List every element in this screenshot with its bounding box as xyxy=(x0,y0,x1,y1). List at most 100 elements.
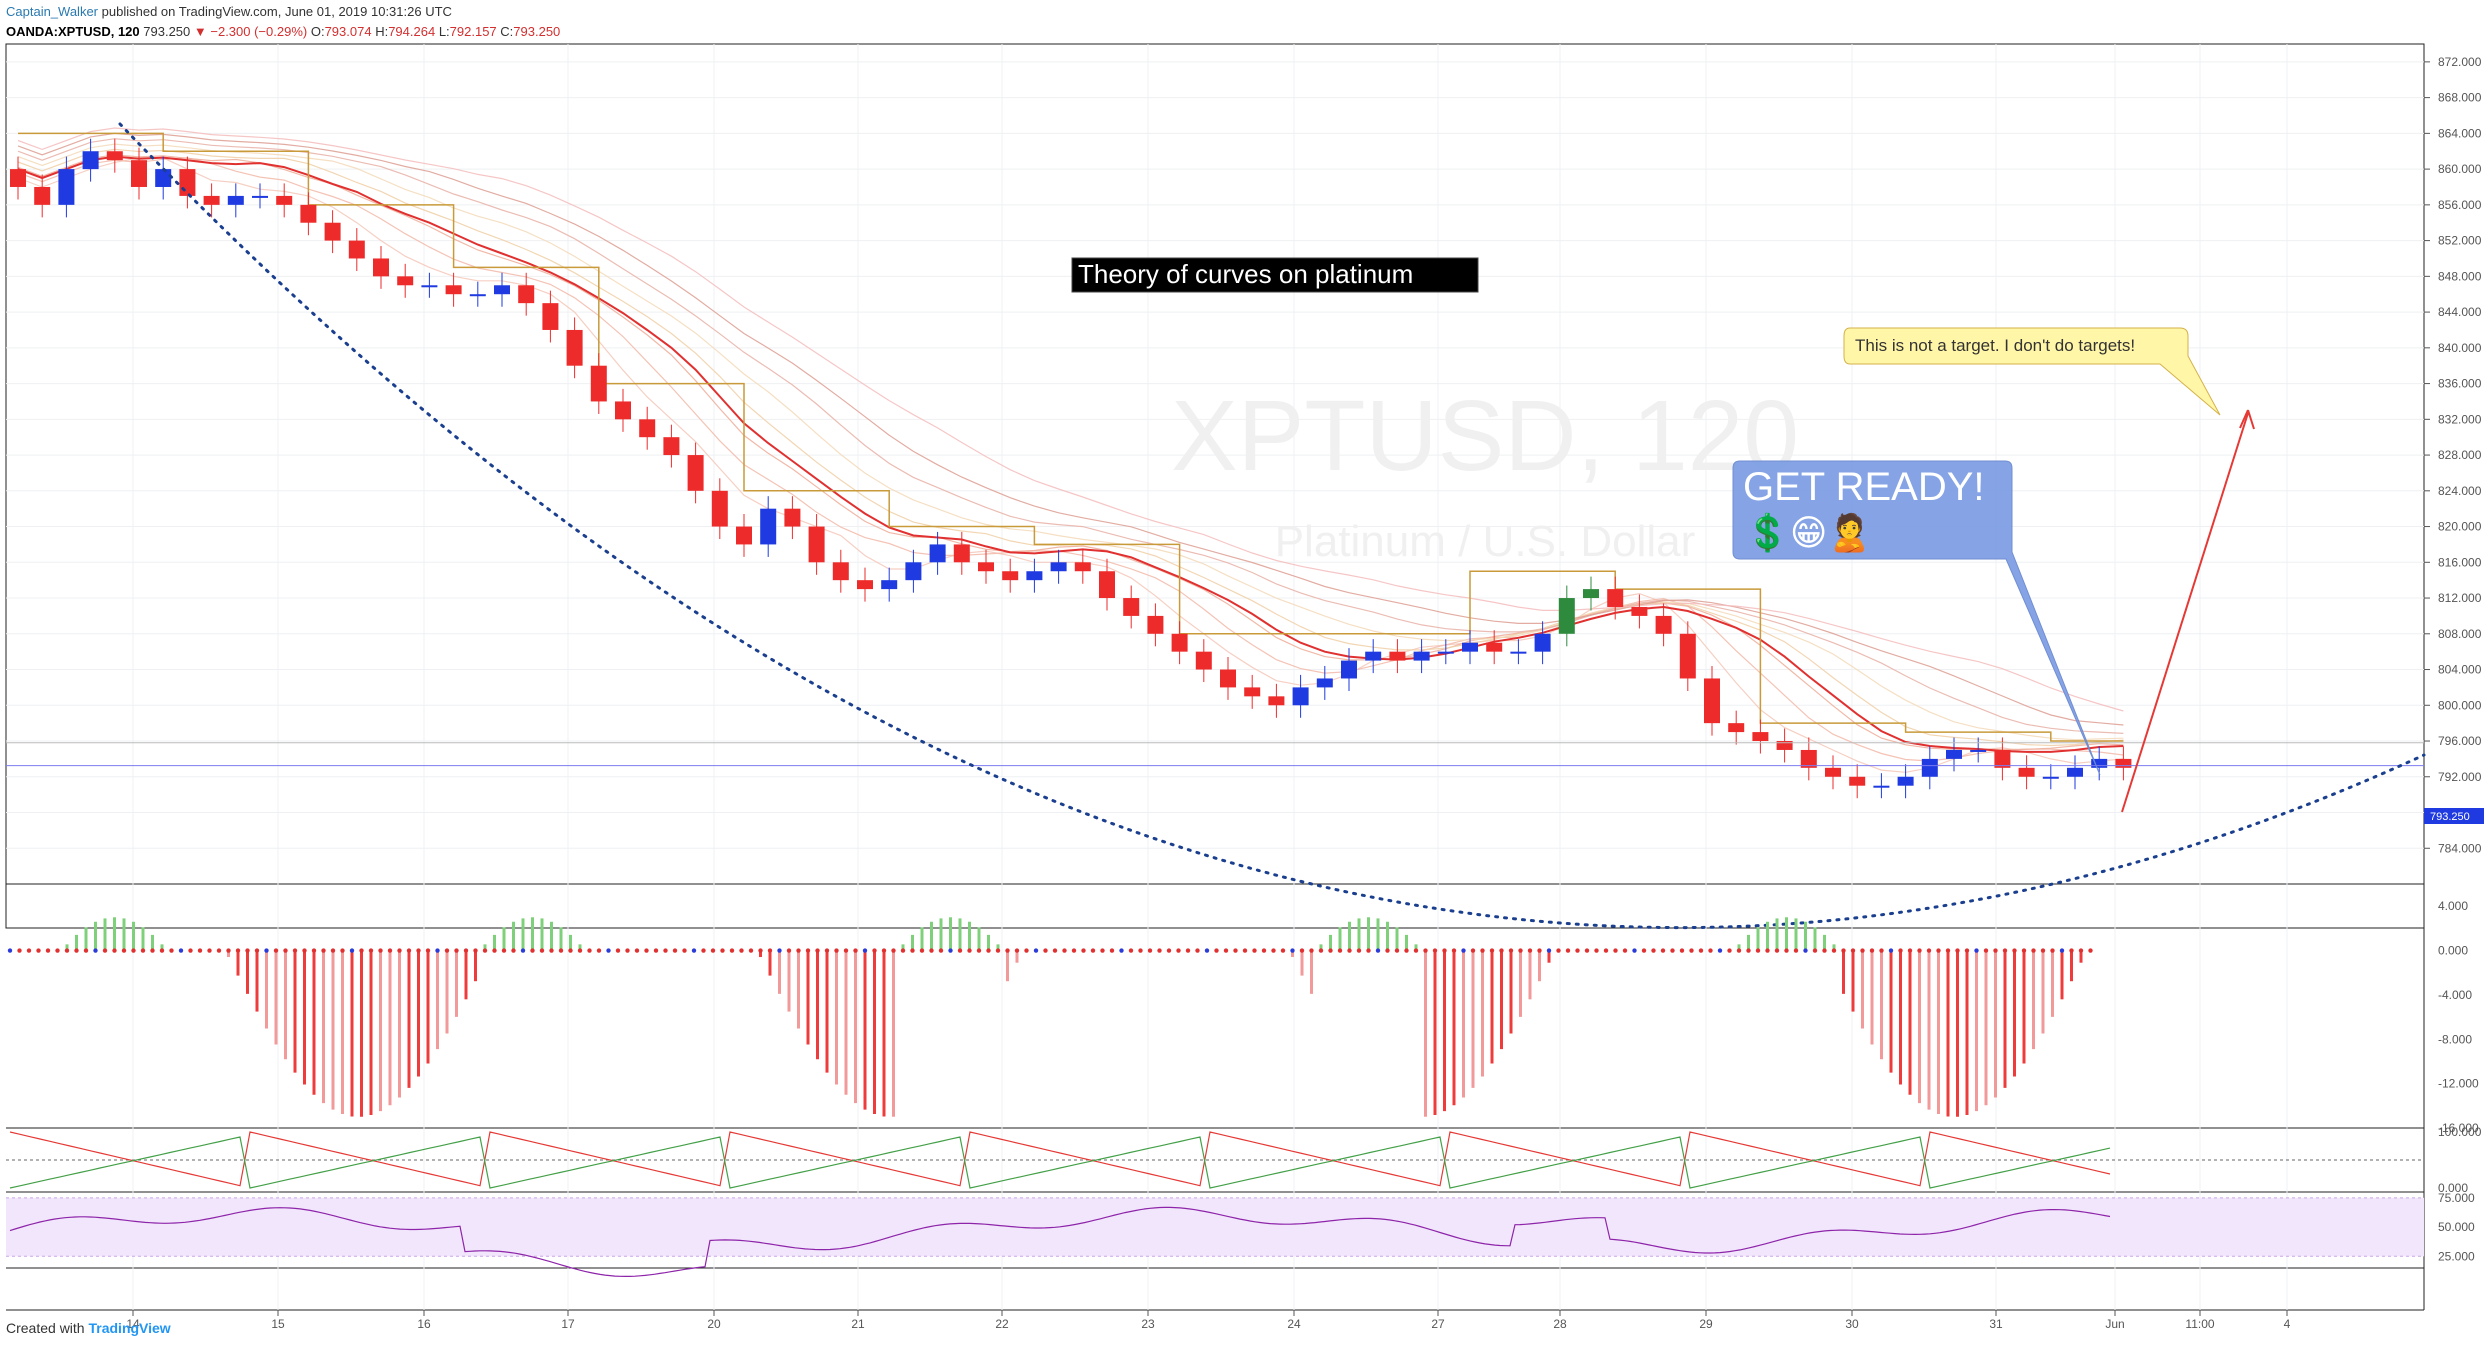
hist-zero-dot xyxy=(986,948,991,953)
hist-zero-dot xyxy=(1071,948,1077,953)
candle-body xyxy=(929,544,946,563)
hist-zero-dot xyxy=(1831,948,1837,953)
hist-zero-dot xyxy=(929,948,934,953)
candle-body xyxy=(1631,606,1648,616)
hist-zero-dot xyxy=(140,948,146,953)
candle-body xyxy=(1365,651,1382,661)
candle-body xyxy=(106,151,123,161)
open-value: 793.074 xyxy=(324,24,372,39)
up-arrow[interactable] xyxy=(2121,409,2255,813)
candle-body xyxy=(445,285,462,295)
price-tick-label: 856.000 xyxy=(2438,198,2482,212)
price-tick-label: 796.000 xyxy=(2438,734,2482,748)
target-callout[interactable]: This is not a target. I don't do targets… xyxy=(1843,327,2221,416)
hist-zero-dot xyxy=(1451,948,1457,953)
time-tick-label: 22 xyxy=(995,1317,1009,1331)
ma-line xyxy=(17,154,2124,750)
hist-zero-dot xyxy=(1347,948,1352,953)
published-text: published on TradingView.com, June 01, 2… xyxy=(101,4,452,19)
candle-body xyxy=(397,276,414,286)
tradingview-logo[interactable]: TradingView xyxy=(88,1320,171,1336)
ma-line xyxy=(17,138,2124,734)
candle-body xyxy=(1413,651,1430,661)
candle-body xyxy=(711,490,728,527)
candle-body xyxy=(590,365,607,402)
hist-zero-dot xyxy=(872,948,877,953)
hist-zero-dot xyxy=(2021,948,2027,953)
candle-body xyxy=(1994,749,2011,768)
hist-zero-dot xyxy=(1888,948,1894,953)
hist-zero-dot xyxy=(435,948,440,953)
hist-zero-dot xyxy=(1185,948,1191,953)
hist-zero-dot xyxy=(1404,948,1409,953)
hist-tick-label: 4.000 xyxy=(2438,899,2468,913)
hist-zero-dot xyxy=(254,948,260,953)
hist-zero-dot xyxy=(729,948,735,953)
author-link[interactable]: Captain_Walker xyxy=(6,4,99,19)
price-tick-label: 840.000 xyxy=(2438,341,2482,355)
hist-zero-dot xyxy=(786,948,792,953)
hist-zero-dot xyxy=(1328,948,1333,953)
hist-zero-dot xyxy=(112,948,117,953)
price-tick-label: 792.000 xyxy=(2438,770,2482,784)
candle-body xyxy=(1437,651,1454,654)
title-annotation[interactable]: Theory of curves on platinum xyxy=(1071,257,1479,293)
hist-zero-dot xyxy=(805,948,811,953)
candles-series xyxy=(10,138,2132,799)
hist-zero-dot xyxy=(1442,948,1447,953)
hist-zero-dot xyxy=(701,948,706,953)
hist-zero-dot xyxy=(596,948,602,953)
hist-zero-dot xyxy=(159,948,165,953)
hist-zero-dot xyxy=(2050,948,2055,953)
hist-zero-dot xyxy=(1261,948,1267,953)
candle-body xyxy=(1002,571,1019,581)
hist-zero-dot xyxy=(1309,948,1314,953)
hist-zero-dot xyxy=(1698,948,1704,953)
hist-zero-dot xyxy=(302,948,307,953)
get-ready-callout[interactable]: GET READY! 💲😁🙎 xyxy=(1732,460,2101,776)
candle-body xyxy=(276,195,293,205)
hist-zero-dot xyxy=(1176,948,1181,953)
hist-zero-dot xyxy=(2078,948,2084,953)
hist-zero-dot xyxy=(425,948,431,953)
hist-zero-dot xyxy=(862,948,868,953)
stochastic-series xyxy=(6,1131,2424,1189)
candle-body xyxy=(784,508,801,527)
last-price-tag-text: 793.250 xyxy=(2430,811,2470,823)
candle-body xyxy=(179,169,196,196)
hist-zero-dot xyxy=(1518,948,1523,953)
hist-zero-dot xyxy=(691,948,697,953)
hist-zero-dot xyxy=(995,948,1001,953)
candle-body xyxy=(1050,562,1067,572)
price-tick-label: 820.000 xyxy=(2438,520,2482,534)
price-tick-label: 836.000 xyxy=(2438,377,2482,391)
callout-text: This is not a target. I don't do targets… xyxy=(1855,336,2135,355)
hist-zero-dot xyxy=(36,948,41,953)
hist-tick-label: -12.000 xyxy=(2438,1077,2479,1091)
hist-zero-dot xyxy=(1793,948,1799,953)
hist-zero-dot xyxy=(558,948,564,953)
created-with-text: Created with xyxy=(6,1320,85,1336)
hist-tick-label: -8.000 xyxy=(2438,1032,2472,1046)
hist-zero-dot xyxy=(416,948,421,953)
candle-body xyxy=(2091,758,2108,768)
hist-zero-dot xyxy=(197,948,203,953)
price-axis[interactable]: 872.000 868.000 864.000 860.000 856.000 852.0… xyxy=(2424,55,2482,1263)
hist-zero-dot xyxy=(1090,948,1096,953)
hist-zero-dot xyxy=(1499,948,1504,953)
hist-zero-dot xyxy=(577,948,583,953)
candle-body xyxy=(1897,776,1914,786)
hist-zero-dot xyxy=(1575,948,1580,953)
hist-zero-dot xyxy=(672,948,678,953)
hist-zero-dot xyxy=(967,948,972,953)
hist-zero-dot xyxy=(1955,948,1960,953)
candle-body xyxy=(808,526,825,563)
hist-zero-dot xyxy=(682,948,687,953)
hist-zero-dot xyxy=(1670,948,1675,953)
hist-zero-dot xyxy=(1841,948,1846,953)
hist-zero-dot xyxy=(1214,948,1219,953)
time-axis[interactable]: 14 15 16 17 20 21 22 23 24 27 28 29 30 31 Jun 11:00 4 xyxy=(126,1310,2291,1331)
hist-zero-dot xyxy=(1632,948,1637,953)
candle-body xyxy=(1171,633,1188,652)
